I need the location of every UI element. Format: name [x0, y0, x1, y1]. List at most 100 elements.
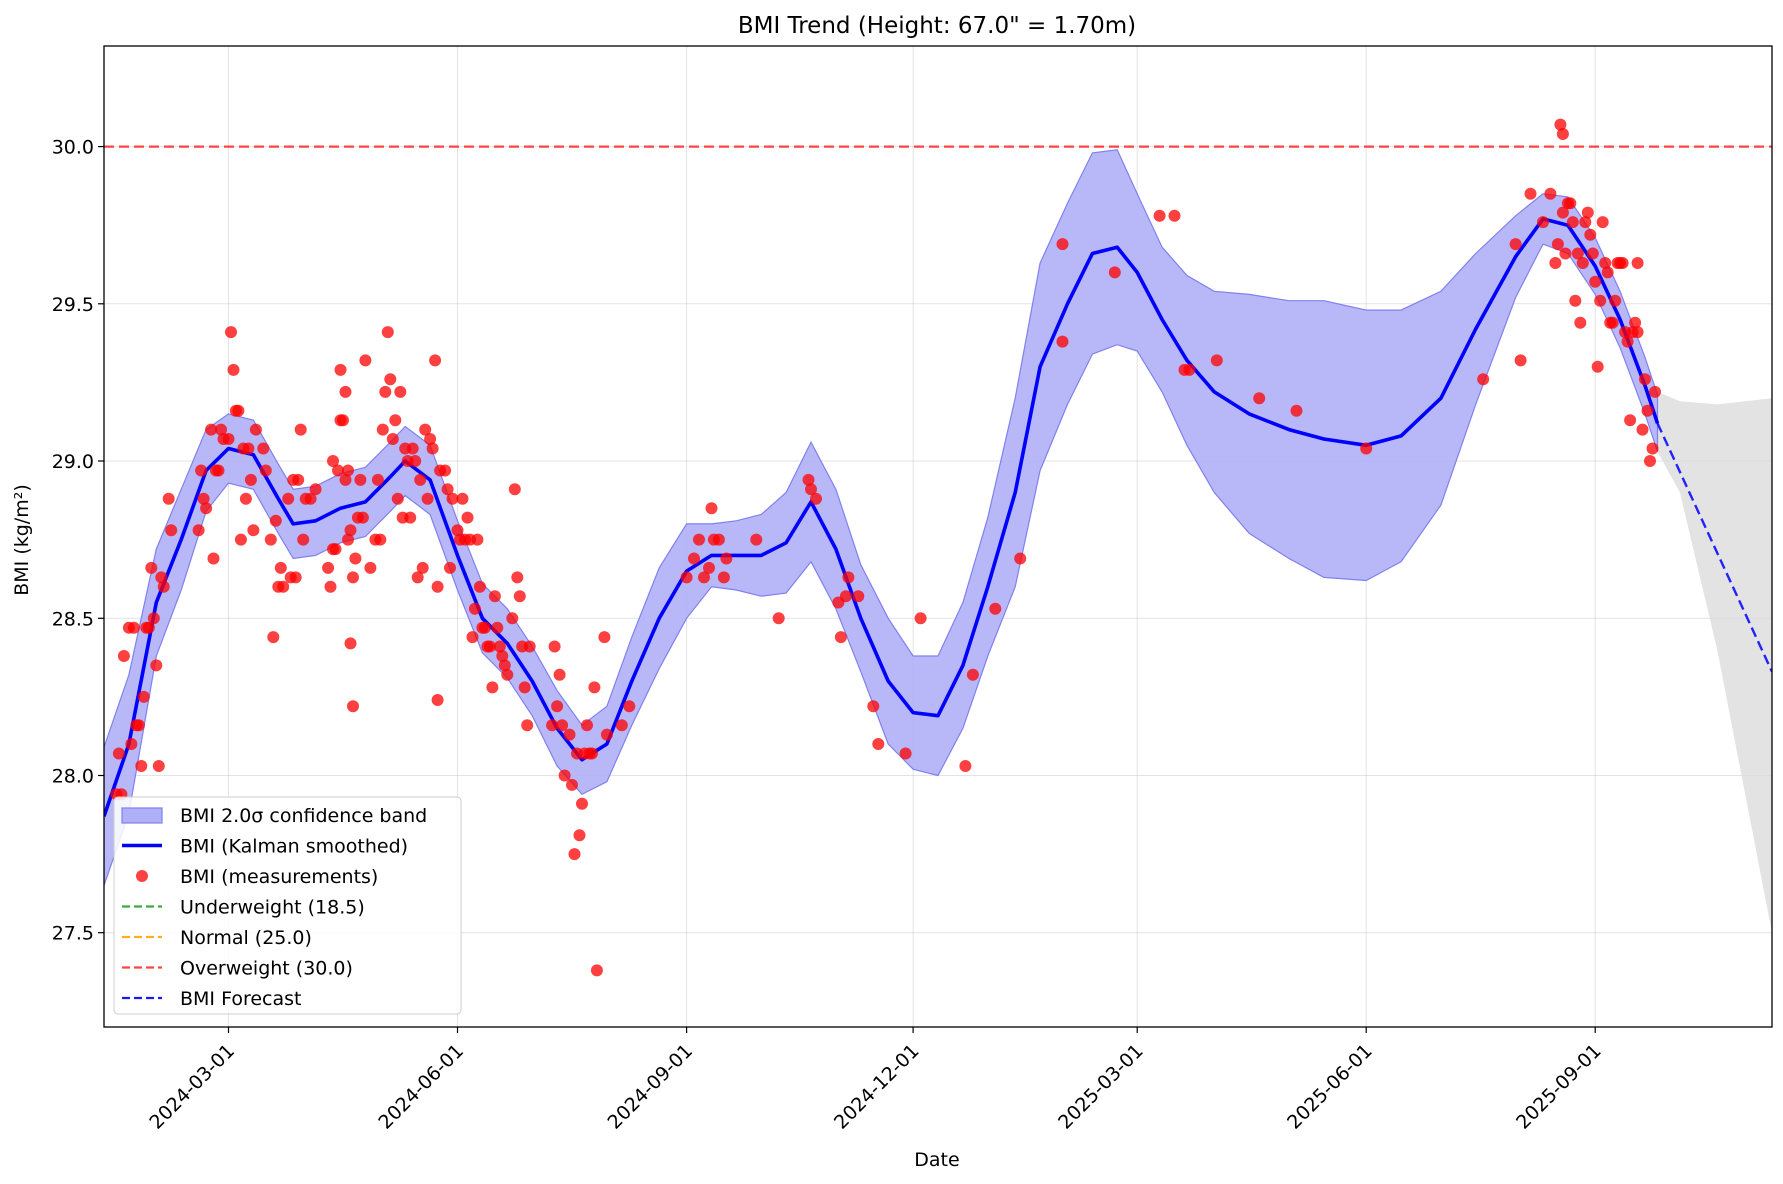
y-tick-label: 27.5 — [52, 923, 94, 945]
measurement-point — [297, 533, 310, 546]
measurement-point — [249, 423, 262, 436]
measurement-point — [409, 455, 422, 467]
measurement-point — [344, 524, 357, 537]
measurement-point — [222, 433, 235, 445]
measurement-point — [1624, 414, 1637, 427]
measurement-point — [810, 492, 822, 505]
measurement-point — [1566, 216, 1579, 229]
measurement-point — [496, 650, 509, 662]
measurement-point — [1569, 294, 1582, 307]
measurement-point — [391, 492, 404, 505]
measurement-point — [488, 590, 501, 603]
measurement-point — [334, 363, 347, 376]
measurement-point — [1537, 216, 1549, 229]
measurement-point — [548, 640, 561, 653]
measurement-point — [414, 473, 427, 486]
measurement-point — [1574, 316, 1587, 329]
measurement-point — [1621, 335, 1634, 348]
legend-swatch-dot — [136, 870, 148, 882]
measurement-point — [1514, 354, 1527, 367]
measurement-point — [1554, 118, 1567, 131]
measurement-point — [212, 464, 225, 477]
measurement-point — [342, 533, 354, 546]
measurement-point — [1616, 257, 1629, 269]
measurement-point — [1168, 209, 1181, 222]
measurement-point — [717, 571, 730, 584]
measurement-point — [1014, 552, 1027, 565]
measurement-point — [867, 700, 880, 713]
measurement-point — [688, 552, 700, 565]
measurement-point — [1509, 238, 1522, 251]
measurement-point — [117, 650, 130, 662]
measurement-point — [598, 631, 611, 644]
legend-swatch-band — [121, 807, 163, 824]
measurement-point — [1108, 266, 1121, 279]
measurement-point — [137, 690, 150, 703]
measurement-point — [132, 719, 145, 732]
measurement-point — [558, 769, 571, 782]
measurement-point — [1649, 385, 1661, 398]
y-tick-label: 30.0 — [52, 137, 94, 159]
measurement-point — [424, 433, 437, 445]
measurement-point — [1636, 423, 1649, 436]
measurement-point — [277, 580, 290, 593]
measurement-point — [431, 580, 444, 593]
measurement-point — [456, 492, 469, 505]
measurement-point — [234, 533, 247, 546]
measurement-point — [588, 681, 601, 694]
measurement-point — [501, 668, 514, 681]
measurement-point — [259, 464, 272, 477]
measurement-point — [1596, 216, 1609, 229]
measurement-point — [207, 552, 220, 565]
legend-label: BMI 2.0σ confidence band — [180, 805, 427, 827]
measurement-point — [347, 571, 359, 584]
measurement-point — [1576, 257, 1589, 269]
measurement-point — [162, 492, 175, 505]
measurement-point — [376, 423, 389, 436]
measurement-point — [720, 552, 733, 565]
measurement-point — [461, 511, 474, 524]
measurement-point — [359, 354, 372, 367]
measurement-point — [125, 738, 138, 750]
measurement-point — [546, 719, 559, 732]
measurement-point — [989, 602, 1002, 615]
measurement-point — [429, 354, 442, 367]
measurement-point — [1056, 335, 1069, 348]
measurement-point — [623, 700, 636, 713]
measurement-point — [511, 571, 524, 584]
measurement-point — [354, 473, 367, 486]
measurement-point — [150, 659, 163, 672]
measurement-point — [693, 533, 705, 546]
measurement-point — [1559, 247, 1572, 260]
legend-box — [113, 796, 462, 1015]
y-tick-label: 28.0 — [52, 766, 94, 788]
measurement-point — [157, 580, 170, 593]
measurement-point — [1524, 187, 1537, 200]
measurement-point — [1056, 238, 1069, 251]
measurement-point — [966, 668, 979, 681]
measurement-point — [324, 580, 337, 593]
measurement-point — [1290, 404, 1303, 417]
measurement-point — [155, 571, 168, 584]
measurement-point — [239, 492, 252, 505]
plot-frame — [103, 45, 1773, 1028]
measurement-point — [289, 571, 302, 584]
measurement-point — [446, 492, 459, 505]
measurement-point — [518, 681, 531, 694]
measurement-point — [195, 464, 208, 477]
measurement-point — [498, 659, 511, 672]
measurement-point — [805, 483, 817, 496]
measurement-point — [329, 543, 342, 556]
measurement-point — [269, 514, 282, 527]
measurement-point — [1360, 442, 1373, 455]
measurement-point — [1153, 209, 1166, 222]
measurement-point — [244, 473, 257, 486]
measurement-point — [1606, 316, 1619, 329]
measurement-point — [1581, 206, 1594, 219]
legend-label: BMI Forecast — [180, 988, 301, 1010]
measurement-point — [147, 612, 160, 625]
measurement-point — [406, 442, 419, 455]
y-tick-label: 29.0 — [52, 451, 94, 473]
measurement-point — [327, 455, 339, 467]
measurement-point — [600, 728, 613, 741]
